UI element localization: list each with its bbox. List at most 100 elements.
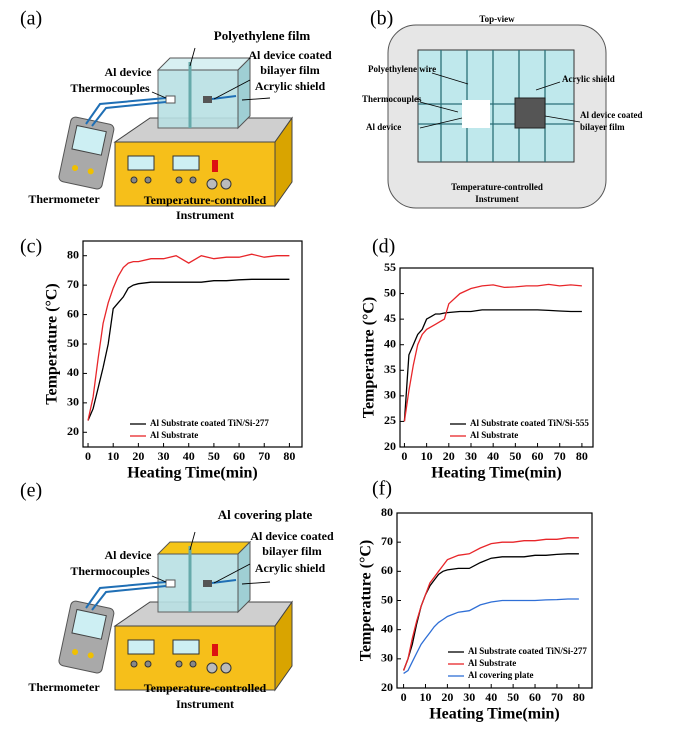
leader — [213, 79, 251, 100]
button — [87, 652, 94, 659]
label: Thermometer — [28, 192, 100, 206]
label: Thermocouples — [70, 81, 150, 95]
y-tick-label: 20 — [381, 680, 393, 694]
leader — [213, 563, 251, 584]
shield-top — [156, 57, 252, 71]
label: Thermometer — [28, 680, 100, 694]
y-tick-label: 35 — [384, 362, 396, 376]
y-tick-label: 40 — [67, 365, 79, 379]
x-tick-label: 80 — [573, 690, 585, 704]
knob — [130, 660, 138, 668]
hotplate-front — [114, 141, 276, 207]
data-line — [403, 309, 582, 422]
y-tick-label: 80 — [381, 505, 393, 519]
knob — [130, 176, 138, 184]
panel-label: (a) — [20, 8, 42, 30]
label: Temperature-controlled — [144, 193, 267, 207]
wires — [418, 50, 574, 162]
x-tick-label: 70 — [551, 690, 563, 704]
y-tick-label: 70 — [67, 277, 79, 291]
x-tick-label: 30 — [158, 449, 170, 463]
label: Polyethylene wire — [368, 64, 436, 74]
thermometer — [58, 600, 115, 674]
y-tick-label: 45 — [384, 311, 396, 325]
button — [72, 649, 79, 656]
y-tick-label: 60 — [381, 563, 393, 577]
label: Top-view — [479, 14, 515, 24]
chart: (c) 20 30 40 50 60 70 80 0 10 20 30 40 50 60 70 80 Heatin… — [20, 236, 303, 482]
label: Instrument — [475, 194, 519, 204]
display — [172, 639, 200, 655]
data-line — [87, 278, 290, 421]
button — [72, 165, 79, 172]
coated-device — [203, 580, 212, 587]
x-tick-label: 10 — [419, 690, 431, 704]
dial — [220, 662, 232, 674]
label: bilayer film — [262, 544, 321, 558]
legend-label: Al Substrate — [150, 430, 198, 440]
x-tick-label: 50 — [509, 449, 521, 463]
label: Acrylic shield — [255, 79, 326, 93]
cable — [91, 101, 167, 127]
label: Al device — [105, 65, 153, 79]
al-device — [462, 100, 490, 128]
y-axis-label: Temperature (°C) — [361, 297, 378, 418]
cable — [85, 97, 167, 125]
x-tick-label: 80 — [283, 449, 295, 463]
label: Al covering plate — [218, 507, 313, 522]
diagram-shapes — [58, 24, 607, 692]
legend-label: Al covering plate — [468, 670, 534, 680]
y-tick-label: 40 — [381, 621, 393, 635]
y-tick-label: 60 — [67, 306, 79, 320]
y-tick-label: 30 — [67, 395, 79, 409]
y-tick-label: 50 — [381, 592, 393, 606]
x-tick-label: 70 — [258, 449, 270, 463]
y-tick-label: 30 — [381, 651, 393, 665]
data-line — [403, 598, 579, 674]
y-tick-label: 40 — [384, 336, 396, 350]
x-tick-label: 20 — [443, 449, 455, 463]
x-tick-label: 20 — [132, 449, 144, 463]
display — [127, 155, 155, 171]
knob — [144, 660, 152, 668]
panel-label: (e) — [20, 480, 42, 502]
button — [87, 168, 94, 175]
x-tick-label: 40 — [487, 449, 499, 463]
leaders — [419, 72, 581, 129]
dial — [206, 662, 218, 674]
x-tick-label: 60 — [532, 449, 544, 463]
x-axis-label: Heating Time(min) — [429, 706, 560, 723]
x-tick-label: 10 — [421, 449, 433, 463]
x-tick-label: 40 — [485, 690, 497, 704]
data-line — [403, 283, 582, 422]
x-tick-label: 10 — [107, 449, 119, 463]
label: Al device coated — [580, 110, 642, 120]
legend-label: Al Substrate coated TiN/Si-277 — [150, 418, 269, 428]
y-tick-label: 20 — [384, 439, 396, 453]
x-tick-label: 40 — [183, 449, 195, 463]
label: bilayer film — [580, 122, 625, 132]
label: bilayer film — [260, 63, 319, 77]
legend-label: Al Substrate coated TiN/Si-277 — [468, 646, 587, 656]
panel-label: (b) — [370, 8, 393, 30]
label: Instrument — [176, 208, 234, 222]
x-tick-label: 0 — [401, 449, 407, 463]
leader — [241, 581, 271, 585]
y-tick-label: 70 — [381, 534, 393, 548]
leader — [189, 531, 196, 551]
label: Acrylic shield — [255, 561, 326, 575]
x-tick-label: 50 — [507, 690, 519, 704]
x-tick-label: 20 — [441, 690, 453, 704]
chart: (d) 20 25 30 35 40 45 50 55 0 10 20 30 40 50 60 70 80 Heat… — [361, 236, 594, 482]
label: Thermocouples — [362, 94, 422, 104]
knob — [175, 660, 183, 668]
cable — [211, 579, 237, 584]
x-tick-label: 60 — [233, 449, 245, 463]
x-tick-label: 70 — [554, 449, 566, 463]
x-tick-label: 30 — [465, 449, 477, 463]
data-line — [87, 253, 290, 421]
y-tick-label: 25 — [384, 413, 396, 427]
legend-label: Al Substrate — [470, 430, 518, 440]
knob — [189, 660, 197, 668]
